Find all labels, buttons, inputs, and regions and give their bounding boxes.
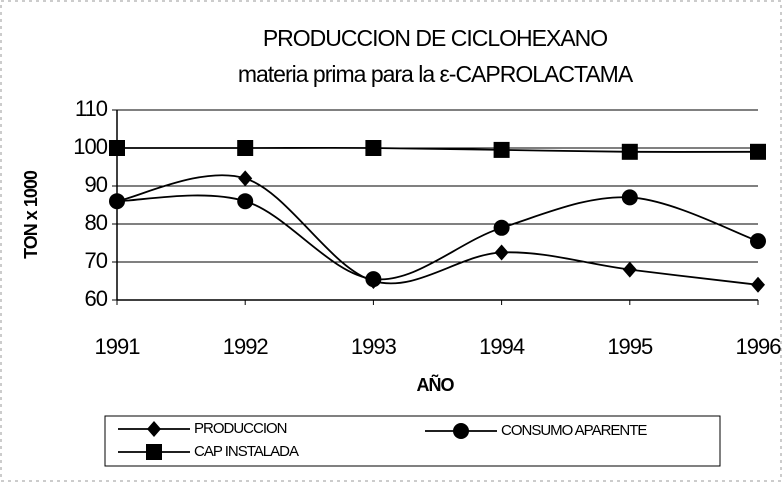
- series-line: [117, 146, 759, 153]
- x-tick-label: 1991: [95, 334, 141, 359]
- data-point: [109, 140, 125, 156]
- legend-box: [104, 415, 721, 467]
- data-point: [109, 193, 125, 210]
- legend-label: CAP INSTALADA: [194, 443, 299, 460]
- data-point: [237, 193, 254, 210]
- data-point: [750, 143, 766, 160]
- data-point: [237, 140, 254, 156]
- x-tick-label: 1994: [479, 334, 525, 359]
- data-point: [365, 271, 382, 288]
- data-point: [365, 140, 382, 156]
- legend-marker: [147, 421, 161, 437]
- y-axis-label: TON x 1000: [21, 170, 41, 259]
- chart-title: PRODUCCION DE CICLOHEXANO: [263, 25, 607, 51]
- x-tick-label: 1993: [351, 334, 397, 359]
- y-tick-label: 60: [85, 286, 108, 311]
- data-point: [493, 219, 510, 236]
- y-tick-label: 80: [85, 210, 108, 235]
- legend-label: CONSUMO APARENTE: [501, 422, 647, 439]
- data-point: [622, 261, 637, 278]
- data-point: [621, 143, 638, 160]
- legend-marker: [453, 423, 469, 439]
- legend-label: PRODUCCION: [194, 420, 287, 437]
- x-tick-label: 1996: [736, 334, 782, 359]
- y-tick-label: 70: [85, 248, 108, 273]
- data-point: [751, 276, 765, 293]
- x-tick-label: 1995: [607, 334, 653, 359]
- data-point: [750, 233, 766, 250]
- chart-subtitle: materia prima para la ε-CAPROLACTAMA: [238, 61, 634, 87]
- y-tick-label: 90: [85, 172, 108, 197]
- y-tick-label: 100: [73, 134, 107, 159]
- x-axis-label: AÑO: [417, 374, 455, 395]
- x-tick-label: 1992: [223, 334, 269, 359]
- data-point: [493, 141, 510, 158]
- legend-marker: [146, 444, 162, 460]
- data-point: [238, 170, 253, 187]
- series-line: [116, 174, 759, 286]
- data-point: [494, 244, 509, 261]
- series-line: [116, 194, 759, 281]
- data-point: [621, 189, 638, 206]
- y-tick-label: 110: [75, 96, 108, 121]
